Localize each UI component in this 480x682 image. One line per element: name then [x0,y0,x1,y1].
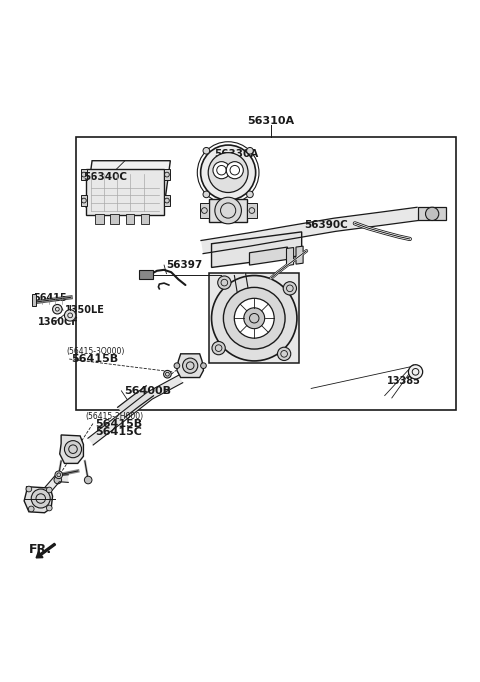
Circle shape [226,162,243,179]
Bar [164,169,170,180]
Bar [96,214,104,224]
Text: 13385: 13385 [387,376,420,386]
Text: FR.: FR. [29,544,52,557]
Circle shape [201,145,256,200]
Circle shape [213,162,230,179]
Circle shape [234,298,274,338]
Bar [110,214,119,224]
FancyArrow shape [36,544,56,558]
Bar [126,214,134,224]
Circle shape [277,347,291,361]
Polygon shape [247,203,257,218]
Text: 56415: 56415 [34,293,67,303]
Circle shape [212,342,225,355]
Text: 56415B: 56415B [72,354,119,364]
Circle shape [31,489,50,508]
Polygon shape [296,246,303,264]
Polygon shape [118,386,154,417]
Circle shape [54,476,61,484]
Circle shape [84,476,92,484]
Polygon shape [287,248,294,265]
Text: 56400B: 56400B [124,386,171,396]
Polygon shape [88,375,183,445]
Polygon shape [24,487,53,513]
Circle shape [53,304,62,314]
Circle shape [203,191,210,198]
Circle shape [247,191,253,198]
Polygon shape [209,273,300,364]
Polygon shape [201,207,419,254]
Bar [76,137,456,410]
Circle shape [47,505,52,511]
Circle shape [244,308,264,329]
Polygon shape [60,435,84,463]
Circle shape [425,207,439,220]
Polygon shape [209,198,247,222]
Circle shape [408,365,423,379]
Polygon shape [234,273,253,319]
Polygon shape [250,247,288,265]
Text: 56397: 56397 [167,260,203,270]
Text: 56415B: 56415B [96,419,143,428]
Polygon shape [212,232,301,267]
Polygon shape [200,203,209,218]
Text: 1360CF: 1360CF [38,317,79,327]
Circle shape [26,486,32,492]
Circle shape [212,276,297,361]
Circle shape [247,147,253,154]
Circle shape [223,287,285,349]
Polygon shape [86,161,170,207]
Circle shape [218,276,231,289]
Text: 56390C: 56390C [304,220,348,230]
Text: 1350LE: 1350LE [64,305,104,315]
Text: 56330A: 56330A [214,149,258,159]
Circle shape [208,153,248,192]
Bar [86,169,164,216]
Bar [418,207,446,220]
Circle shape [164,370,171,378]
Bar [141,214,149,224]
Circle shape [201,363,206,368]
Text: (56415-2H000): (56415-2H000) [86,413,144,421]
Polygon shape [40,475,68,498]
Circle shape [47,487,52,493]
Circle shape [215,197,241,224]
Circle shape [55,471,62,479]
Bar [139,270,153,280]
Circle shape [64,310,76,321]
Text: 56415C: 56415C [96,427,142,437]
Circle shape [28,506,34,512]
Text: (56415-3Q000): (56415-3Q000) [67,347,125,356]
Circle shape [182,358,198,373]
Text: 56310A: 56310A [247,117,294,126]
Circle shape [203,147,210,154]
Bar [81,169,87,180]
Polygon shape [32,293,36,306]
Circle shape [174,363,180,368]
Bar [164,195,170,206]
Text: 56340C: 56340C [83,173,127,182]
Polygon shape [177,354,204,378]
Bar [81,195,87,206]
Circle shape [283,282,297,295]
Circle shape [64,441,82,458]
